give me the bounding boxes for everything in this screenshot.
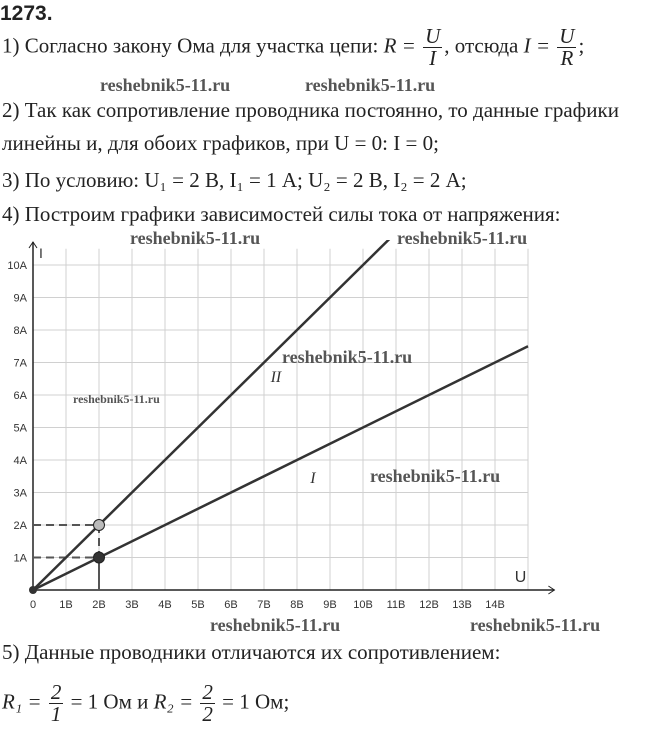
y-tick-label: 7А xyxy=(14,358,28,370)
x-tick-label: 14В xyxy=(485,599,505,611)
step-4: 4) Построим графики зависимостей силы то… xyxy=(2,202,561,226)
series-line-I xyxy=(32,345,529,592)
step-1-mid: , отсюда xyxy=(444,33,519,58)
step-1: 1) Согласно закону Ома для участка цепи:… xyxy=(2,26,584,69)
x-tick-label: 4В xyxy=(158,599,171,611)
x-tick-label: 9В xyxy=(323,599,336,611)
step-1-end: ; xyxy=(578,33,585,58)
watermark: reshebnik5-11.ru xyxy=(397,228,528,248)
problem-number: 1273. xyxy=(0,2,53,25)
watermark: reshebnik5-11.ru xyxy=(305,75,436,95)
r2-value: = 1 Ом; xyxy=(222,689,290,714)
x-tick-label: 1В xyxy=(59,599,72,611)
data-point xyxy=(93,551,105,564)
x-tick-label: 10В xyxy=(353,599,373,611)
x-axis-label: U xyxy=(515,569,527,586)
x-tick-label: 7В xyxy=(257,599,270,611)
x-tick-label: 13В xyxy=(452,599,472,611)
x-tick-label: 6В xyxy=(224,599,237,611)
x-tick-label: 3В xyxy=(125,599,138,611)
x-tick-label: 12В xyxy=(419,599,439,611)
formula-i: I = xyxy=(523,33,551,58)
r1-label: R₁ = xyxy=(2,689,42,714)
y-tick-label: 2А xyxy=(14,520,28,532)
y-tick-label: 10А xyxy=(7,260,27,272)
y-tick-label: 1А xyxy=(14,553,28,565)
y-axis-arrow xyxy=(28,241,38,249)
y-tick-label: 4А xyxy=(14,455,28,467)
watermark: reshebnik5-11.ru xyxy=(130,228,261,248)
x-tick-label: 2В xyxy=(92,599,105,611)
y-tick-label: 3А xyxy=(14,488,28,500)
x-tick-label: 11В xyxy=(387,599,406,611)
x-tick-label: 5В xyxy=(191,599,204,611)
step-5: 5) Данные проводники отличаются их сопро… xyxy=(2,640,501,664)
watermark: reshebnik5-11.ru xyxy=(370,466,501,486)
step-2-cont: линейны и, для обоих графиков, при U = 0… xyxy=(2,131,439,155)
y-axis-label: I xyxy=(39,245,43,261)
step-3: 3) По условию: U₁ = 2 В, I₁ = 1 А; U₂ = … xyxy=(2,168,467,192)
x-axis-arrow xyxy=(548,585,556,595)
current-voltage-chart: U I 0 1В 2В 3В 4В 5В 6В 7В 8В 9В 10В 11В 12В 13В 14В 1А 2А… xyxy=(7,240,556,611)
series-label-I: I xyxy=(309,470,316,487)
step-1-text: 1) Согласно закону Ома для участка цепи: xyxy=(2,33,379,58)
data-point xyxy=(93,519,105,531)
y-tick-label: 9А xyxy=(14,293,28,305)
watermark: reshebnik5-11.ru xyxy=(282,347,413,367)
step-2: 2) Так как сопротивление проводника пост… xyxy=(2,98,619,122)
r1-value: = 1 Ом и xyxy=(70,689,149,714)
x-tick-label: 8В xyxy=(290,599,303,611)
watermark: reshebnik5-11.ru xyxy=(73,392,160,406)
series-line-II xyxy=(32,240,391,591)
y-tick-label: 5А xyxy=(14,423,28,435)
series-label-II: II xyxy=(270,369,282,386)
r2-label: R₂ = xyxy=(153,689,194,714)
formula-r: R = xyxy=(383,33,416,58)
x-tick-label: 0 xyxy=(30,599,36,611)
y-tick-label: 8А xyxy=(14,325,28,337)
origin-point xyxy=(29,586,37,594)
watermark: reshebnik5-11.ru xyxy=(470,615,601,635)
watermark: reshebnik5-11.ru xyxy=(210,615,341,635)
watermark: reshebnik5-11.ru xyxy=(100,75,231,95)
y-tick-label: 6А xyxy=(14,390,28,402)
